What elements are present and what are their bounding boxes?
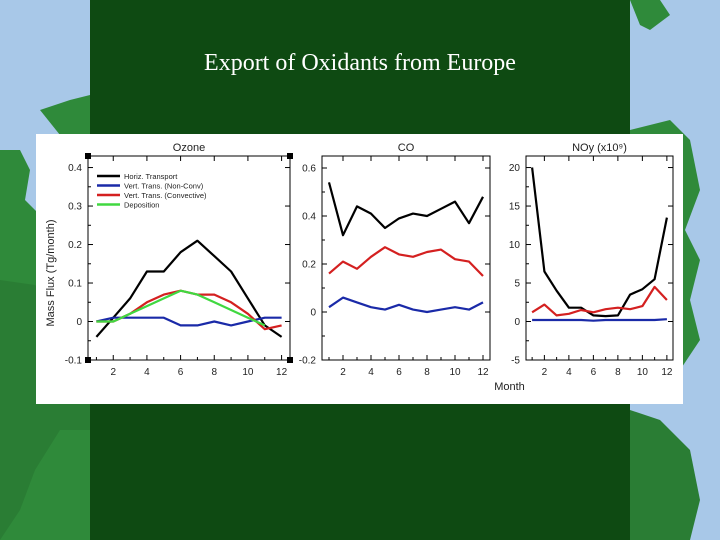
y-tick-label-1-4: 0.6 [302, 164, 316, 175]
x-tick-label-2-3: 8 [615, 367, 621, 378]
x-tick-label-1-2: 6 [396, 367, 402, 378]
y-axis-label: Mass Flux (Tg/month) [45, 220, 57, 327]
legend-label-2: Vert. Trans. (Convective) [124, 191, 207, 200]
y-tick-label-2-4: 15 [509, 202, 521, 213]
panel-title-2: NOy (x10⁹) [572, 142, 627, 154]
legend-label-1: Vert. Trans. (Non-Conv) [124, 182, 204, 191]
y-tick-label-1-3: 0.4 [302, 212, 316, 223]
y-tick-label-1-0: -0.2 [299, 356, 317, 367]
x-tick-label-0-4: 10 [242, 367, 254, 378]
land-right-top [630, 0, 670, 30]
y-tick-label-0-5: 0.4 [68, 163, 82, 174]
x-tick-label-0-0: 2 [110, 367, 116, 378]
x-tick-label-0-1: 4 [144, 367, 150, 378]
y-tick-label-0-2: 0.1 [68, 279, 82, 290]
series-line-0-0 [95, 239, 283, 338]
y-tick-label-1-2: 0.2 [302, 260, 316, 271]
x-tick-label-1-0: 2 [340, 367, 346, 378]
y-tick-label-1-1: 0 [310, 308, 316, 319]
x-tick-label-0-2: 6 [178, 367, 184, 378]
series-line-1-2 [328, 246, 484, 277]
series-line-2-1 [532, 318, 667, 322]
x-tick-label-0-5: 12 [276, 367, 288, 378]
x-tick-label-2-0: 2 [542, 367, 548, 378]
panel-frame-0 [87, 155, 291, 361]
y-tick-label-2-2: 5 [514, 279, 520, 290]
x-tick-label-2-5: 12 [661, 367, 673, 378]
corner-marker-0 [85, 153, 91, 159]
legend-label-0: Horiz. Transport [124, 172, 178, 181]
corner-marker-3 [287, 357, 293, 363]
series-line-1-1 [328, 296, 484, 314]
y-tick-label-2-5: 20 [509, 163, 521, 174]
series-line-2-2 [531, 285, 668, 317]
panel-title-1: CO [398, 142, 415, 154]
x-axis-label: Month [494, 381, 525, 393]
legend-label-3: Deposition [124, 201, 159, 210]
y-tick-label-0-3: 0.2 [68, 240, 82, 251]
y-tick-label-0-0: -0.1 [65, 356, 83, 367]
slide-title: Export of Oxidants from Europe [204, 50, 516, 76]
corner-marker-1 [287, 153, 293, 159]
panel-title-0: Ozone [173, 142, 205, 154]
x-tick-label-1-5: 12 [477, 367, 489, 378]
land-left-top [40, 95, 90, 140]
y-tick-label-0-1: 0 [76, 317, 82, 328]
y-tick-label-2-0: -5 [511, 356, 520, 367]
x-tick-label-1-4: 10 [449, 367, 461, 378]
corner-marker-2 [85, 357, 91, 363]
panel-frame-2 [525, 155, 674, 361]
panel-frame-1 [321, 155, 491, 361]
x-tick-label-2-4: 10 [637, 367, 649, 378]
x-tick-label-0-3: 8 [211, 367, 217, 378]
x-tick-label-2-2: 6 [591, 367, 597, 378]
chart-figure: Ozone -0.1 0 0.1 0.2 0.3 0.4 2 4 6 8 10 12 Mass Flux … [36, 134, 683, 404]
y-tick-label-0-4: 0.3 [68, 202, 82, 213]
y-tick-label-2-1: 0 [514, 317, 520, 328]
x-tick-label-1-3: 8 [424, 367, 430, 378]
land-right-lower [630, 410, 700, 540]
series-line-1-0 [327, 182, 484, 237]
series-line-2-0 [531, 167, 668, 318]
series-line-0-1 [96, 316, 282, 327]
chart-svg: Ozone -0.1 0 0.1 0.2 0.3 0.4 2 4 6 8 10 12 Mass Flux … [45, 142, 674, 393]
series-line-0-3 [96, 289, 266, 327]
series-line-0-2 [96, 289, 282, 331]
x-tick-label-1-1: 4 [368, 367, 374, 378]
y-tick-label-2-3: 10 [509, 240, 521, 251]
x-tick-label-2-1: 4 [566, 367, 572, 378]
